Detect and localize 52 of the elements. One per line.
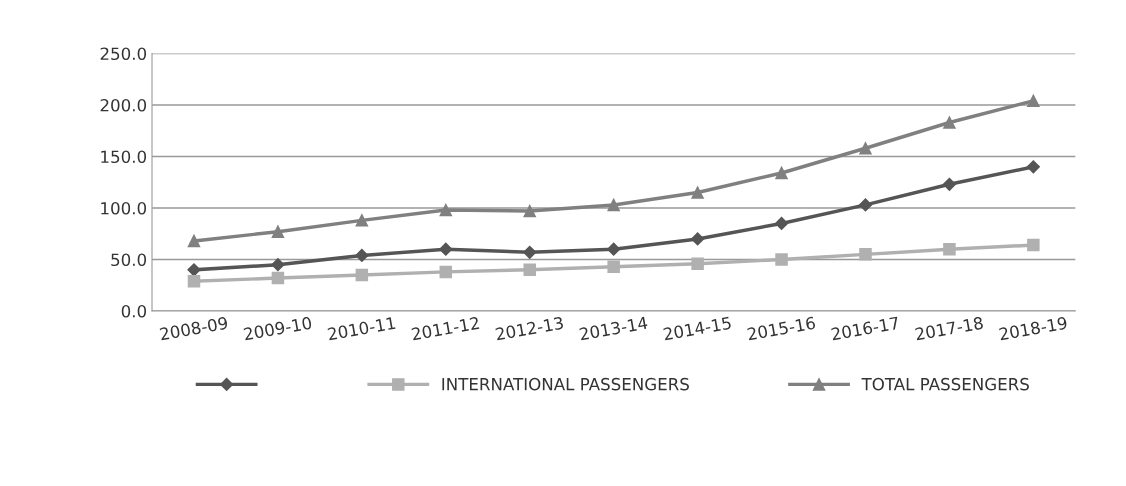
point — [1026, 160, 1040, 174]
point — [943, 116, 956, 129]
x-tick-label: 2013-14 — [579, 316, 648, 341]
x-tick-label: 2015-16 — [747, 316, 816, 341]
x-tick-label: 2012-13 — [495, 316, 564, 341]
point — [439, 265, 453, 279]
legend-label: INTERNATIONAL PASSENGERS — [442, 377, 689, 391]
point — [187, 234, 201, 248]
point — [943, 242, 956, 256]
point — [187, 274, 201, 288]
point — [355, 268, 369, 282]
point — [607, 198, 620, 212]
point — [523, 245, 537, 259]
legend-label: TOTAL PASSENGERS — [861, 377, 1029, 391]
point — [187, 263, 201, 277]
x-tick-label: 2011-12 — [411, 316, 480, 341]
y-tick-label: 50.0 — [111, 253, 147, 267]
point — [775, 253, 788, 266]
point — [271, 271, 285, 285]
point — [439, 203, 453, 217]
point — [691, 186, 704, 199]
point — [1027, 94, 1040, 108]
point — [691, 257, 704, 270]
point — [355, 214, 369, 227]
point — [607, 242, 621, 256]
y-tick-label: 0.0 — [121, 305, 147, 318]
point — [523, 263, 536, 277]
y-tick-label: 200.0 — [100, 98, 147, 112]
point — [775, 166, 788, 180]
point — [271, 258, 285, 272]
point — [859, 141, 872, 155]
point — [523, 204, 536, 218]
y-tick-label: 150.0 — [101, 150, 147, 164]
point — [858, 198, 873, 212]
x-tick-label: 2008-09 — [159, 316, 228, 341]
point — [607, 260, 620, 273]
x-tick-label: 2010-11 — [327, 316, 396, 341]
point — [691, 232, 705, 246]
x-tick-label: 2017-18 — [914, 316, 984, 341]
x-tick-label: 2016-17 — [831, 316, 900, 341]
y-tick-label: 250.0 — [100, 47, 147, 61]
x-tick-label: 2014-15 — [663, 316, 732, 341]
point — [942, 177, 957, 191]
point — [1027, 238, 1040, 252]
point — [859, 248, 872, 261]
x-tick-label: 2018-19 — [998, 316, 1068, 341]
x-tick-label: 2009-10 — [243, 316, 312, 341]
point — [355, 248, 369, 262]
point — [271, 225, 285, 238]
y-tick-label: 100.0 — [101, 201, 147, 215]
point — [439, 242, 453, 256]
point — [774, 216, 789, 231]
